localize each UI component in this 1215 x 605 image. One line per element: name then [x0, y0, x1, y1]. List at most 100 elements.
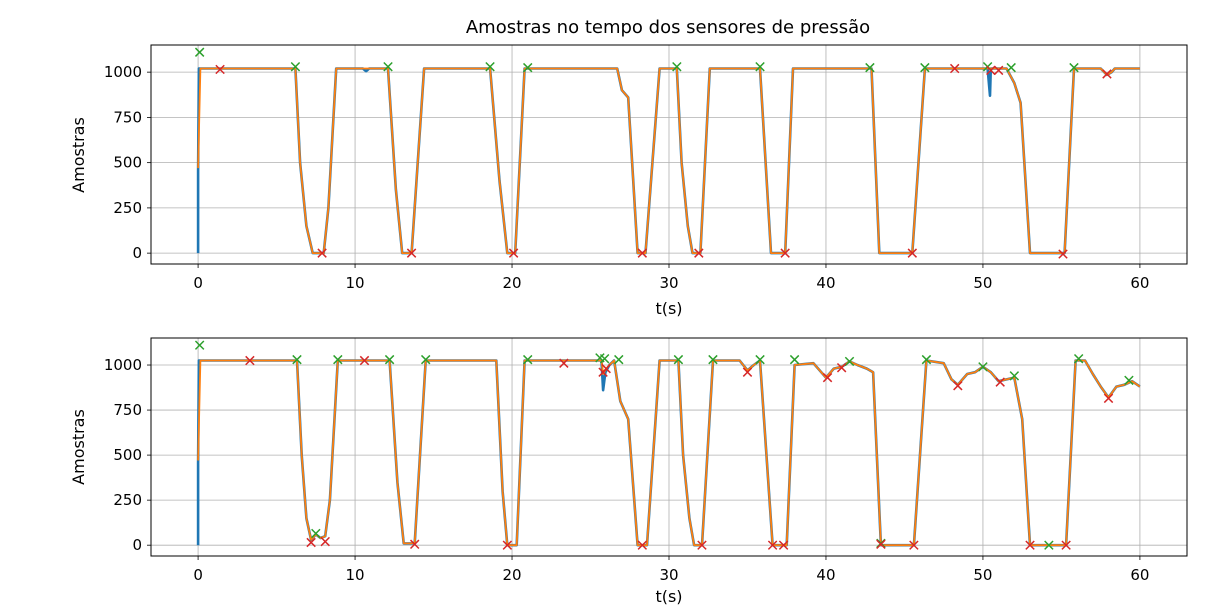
bottom-marker-x-2	[245, 355, 255, 366]
top-series-line-2	[197, 67, 1140, 254]
bottom-marker-x-1	[755, 354, 765, 365]
bottom-marker-x-1	[1009, 371, 1020, 381]
chart-title: Amostras no tempo dos sensores de pressã…	[466, 17, 870, 38]
top-marker-x-2	[637, 248, 648, 258]
bottom-marker-x-2	[409, 539, 420, 550]
top-marker-x-2	[694, 248, 704, 258]
bottom-marker-x-1	[708, 354, 718, 365]
top-marker-x-1	[1069, 62, 1079, 73]
bottom-plot-y-axis-label: Amostras	[69, 409, 88, 485]
bottom-marker-x-2	[1103, 393, 1114, 404]
bottom-marker-x-2	[359, 355, 370, 366]
bottom-y-tick-label: 750	[113, 401, 142, 419]
bottom-marker-x-1	[1044, 540, 1054, 550]
top-y-tick-label: 750	[113, 108, 142, 126]
bottom-plot: 0 10 20 30 40 50 60 0 250 500 750 1000 t(s) Amostra…	[69, 337, 1188, 605]
bottom-marker-x-2	[953, 381, 963, 391]
top-x-tick-label: 40	[816, 274, 835, 292]
top-y-tick-label: 1000	[104, 63, 142, 81]
top-marker-x-1	[522, 62, 533, 73]
bottom-marker-x-1	[789, 354, 800, 365]
top-marker-x-2	[993, 65, 1004, 76]
bottom-y-tick-label: 1000	[104, 356, 142, 374]
top-x-tick-label: 20	[502, 274, 521, 292]
bottom-marker-x-1	[1073, 353, 1084, 364]
top-marker-x-2	[949, 63, 960, 74]
top-plot-y-axis-label: Amostras	[69, 117, 88, 193]
bottom-marker-x-2	[697, 540, 707, 550]
bottom-marker-x-1	[978, 362, 988, 372]
bottom-marker-x-2	[1025, 540, 1035, 550]
bottom-x-tick-label: 0	[193, 566, 203, 584]
top-plot-ticks: 0 10 20 30 40 50 60 0 250 500 750 1000	[104, 63, 1150, 292]
top-x-tick-label: 10	[346, 274, 365, 292]
top-marker-x-2	[780, 248, 790, 258]
bottom-plot-markers	[194, 340, 1134, 550]
top-marker-x-2	[1058, 249, 1068, 259]
bottom-marker-x-2	[767, 540, 778, 550]
top-marker-x-2	[907, 248, 918, 258]
top-x-tick-label: 50	[973, 274, 992, 292]
top-x-tick-label: 60	[1130, 274, 1149, 292]
bottom-marker-x-2	[306, 537, 316, 548]
top-marker-x-1	[485, 61, 495, 72]
bottom-marker-x-2	[995, 377, 1005, 387]
top-marker-x-1	[920, 62, 930, 73]
top-plot-markers	[194, 47, 1112, 259]
top-plot-series	[196, 67, 1140, 255]
bottom-marker-x-1	[599, 353, 610, 364]
bottom-marker-x-2	[742, 367, 753, 377]
bottom-plot-ticks: 0 10 20 30 40 50 60 0 250 500 750 1000	[104, 356, 1150, 584]
top-marker-x-2	[1102, 69, 1112, 79]
top-marker-x-2	[986, 65, 996, 76]
bottom-marker-x-2	[822, 372, 833, 383]
top-marker-x-1	[672, 61, 682, 72]
bottom-marker-x-1	[292, 354, 302, 365]
bottom-marker-x-2	[778, 540, 789, 550]
bottom-marker-x-2	[1061, 540, 1071, 550]
bottom-marker-x-1	[844, 356, 855, 367]
top-marker-x-1	[1006, 62, 1016, 73]
bottom-plot-series	[196, 359, 1141, 547]
top-marker-x-2	[508, 248, 519, 258]
bottom-marker-x-1	[921, 354, 932, 365]
bottom-marker-x-2	[836, 362, 847, 373]
top-y-tick-label: 0	[132, 244, 142, 262]
bottom-marker-x-2	[876, 539, 886, 550]
bottom-x-tick-label: 50	[973, 566, 992, 584]
top-y-tick-label: 250	[113, 199, 142, 217]
bottom-series-line-2	[197, 359, 1141, 547]
bottom-marker-x-1	[333, 354, 343, 365]
bottom-marker-x-2	[320, 536, 330, 547]
top-x-tick-label: 30	[659, 274, 678, 292]
bottom-x-tick-label: 60	[1130, 566, 1149, 584]
bottom-x-tick-label: 10	[346, 566, 365, 584]
top-marker-x-1	[383, 61, 393, 72]
bottom-marker-x-1	[194, 340, 205, 350]
top-x-tick-label: 0	[193, 274, 203, 292]
bottom-marker-x-1	[384, 354, 395, 365]
bottom-x-tick-label: 40	[816, 566, 835, 584]
bottom-plot-x-axis-label: t(s)	[655, 587, 682, 605]
top-marker-x-2	[215, 64, 225, 75]
bottom-y-tick-label: 0	[132, 536, 142, 554]
bottom-marker-x-2	[637, 540, 648, 550]
bottom-marker-x-1	[614, 354, 624, 365]
top-marker-x-1	[865, 62, 875, 73]
top-plot-x-axis-label: t(s)	[655, 299, 682, 318]
top-plot: 0 10 20 30 40 50 60 0 250 500 750 1000 t(s) Amostra…	[69, 44, 1188, 318]
bottom-marker-x-2	[559, 358, 569, 368]
top-plot-grid	[151, 45, 1187, 264]
bottom-marker-x-1	[522, 354, 533, 365]
bottom-marker-x-2	[909, 540, 919, 550]
bottom-marker-x-2	[502, 540, 513, 550]
bottom-marker-x-1	[311, 528, 321, 539]
top-marker-x-1	[755, 61, 765, 72]
top-marker-x-2	[317, 248, 327, 258]
top-marker-x-1	[194, 47, 205, 57]
bottom-marker-x-1	[420, 354, 431, 365]
top-marker-x-1	[290, 61, 301, 72]
bottom-x-tick-label: 30	[659, 566, 678, 584]
bottom-marker-x-1	[673, 354, 684, 365]
